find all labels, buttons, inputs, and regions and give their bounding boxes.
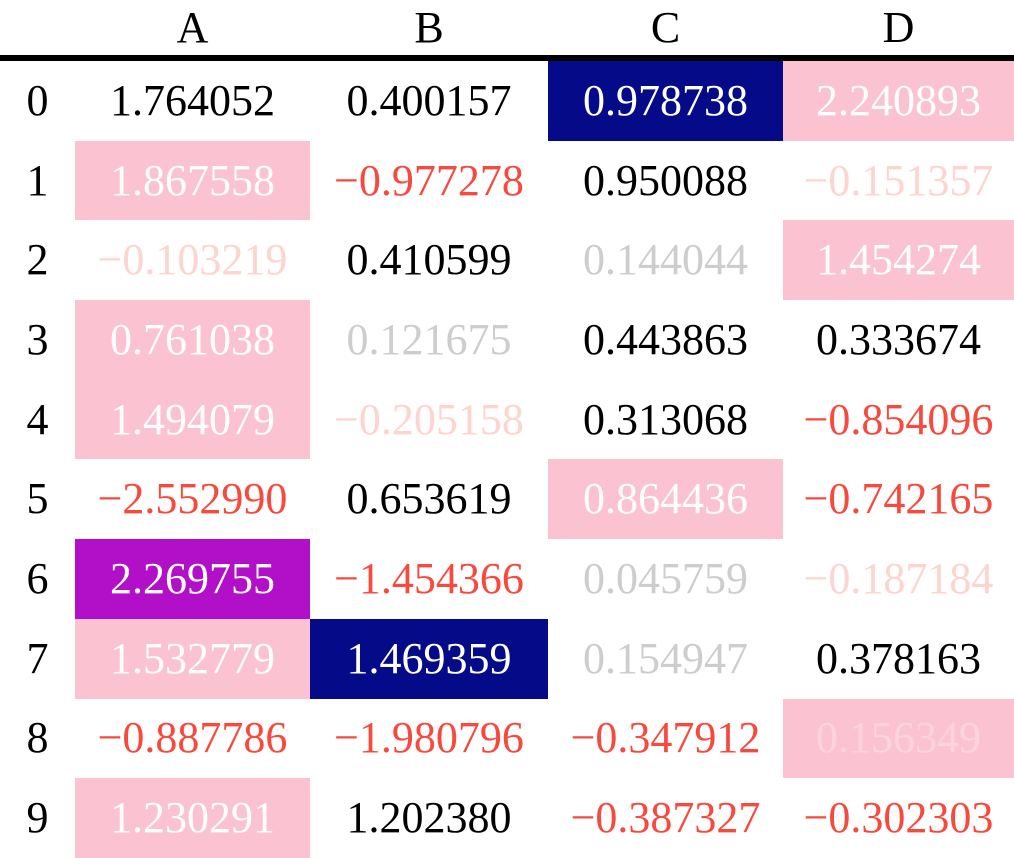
table-cell: 0.156349 (783, 698, 1014, 779)
table-cell: 2.240893 (783, 61, 1014, 141)
table-cell: 0.400157 (346, 75, 512, 125)
table-cell: 2.269755 (75, 539, 310, 619)
table-row: 4 1.494079 −0.205158 0.313068 −0.854096 (0, 379, 1014, 460)
table-cell: 1.454274 (783, 220, 1014, 301)
table-row: 2 −0.103219 0.410599 0.144044 1.454274 (0, 220, 1014, 301)
column-header-c: C (650, 2, 681, 52)
table-cell: 0.761038 (75, 300, 310, 380)
table-row: 8 −0.887786 −1.980796 −0.347912 0.156349 (0, 698, 1014, 779)
table-cell: −0.387327 (570, 793, 761, 843)
table-row: 6 2.269755 −1.454366 0.045759 −0.187184 (0, 539, 1014, 619)
table-cell: −1.454366 (334, 553, 524, 603)
index-column-header (0, 0, 75, 55)
table-cell: 1.494079 (75, 379, 310, 460)
table-header-row: A B C D (0, 0, 1014, 55)
table-cell: 1.202380 (346, 793, 512, 843)
table-cell: −0.187184 (803, 553, 994, 603)
row-index-label: 5 (26, 474, 49, 524)
table-cell: −0.151357 (803, 155, 994, 205)
table-cell: −0.302303 (803, 793, 994, 843)
table-cell: 1.230291 (75, 778, 310, 858)
table-cell: 1.469359 (310, 618, 548, 699)
row-index-label: 3 (26, 314, 49, 364)
table-cell: −0.205158 (334, 394, 524, 444)
row-index-label: 1 (26, 155, 49, 205)
table-cell: 0.410599 (346, 235, 512, 285)
column-header-d: D (882, 2, 915, 52)
table-row: 3 0.761038 0.121675 0.443863 0.333674 (0, 300, 1014, 380)
table-cell: 1.764052 (110, 75, 275, 125)
table-row: 9 1.230291 1.202380 −0.387327 −0.302303 (0, 778, 1014, 858)
row-index-label: 2 (26, 235, 49, 285)
table-cell: −2.552990 (97, 474, 288, 524)
row-index-label: 7 (26, 633, 49, 683)
table-cell: 0.978738 (548, 61, 783, 141)
table-cell: −0.887786 (97, 713, 288, 763)
table-cell: −0.742165 (803, 474, 994, 524)
table-cell: 0.045759 (583, 553, 748, 603)
column-header-b: B (414, 2, 444, 52)
table-cell: −0.347912 (570, 713, 761, 763)
table-cell: 0.313068 (583, 394, 748, 444)
table-cell: 0.864436 (548, 459, 783, 540)
table-cell: 0.653619 (346, 474, 512, 524)
table-cell: 0.154947 (583, 633, 748, 683)
table-cell: 0.333674 (816, 314, 981, 364)
table-cell: 0.443863 (583, 314, 748, 364)
table-row: 5 −2.552990 0.653619 0.864436 −0.742165 (0, 459, 1014, 540)
row-index-label: 8 (26, 713, 49, 763)
table-cell: 1.532779 (75, 618, 310, 699)
header-rule (0, 55, 1014, 61)
table-cell: 0.950088 (583, 155, 748, 205)
column-header-a: A (176, 2, 209, 52)
table-row: 1 1.867558 −0.977278 0.950088 −0.151357 (0, 140, 1014, 221)
row-index-label: 6 (26, 553, 49, 603)
table-body: 0 1.764052 0.400157 0.978738 2.240893 1 1.8675… (0, 61, 1014, 858)
table-cell: −0.103219 (97, 235, 288, 285)
table-row: 0 1.764052 0.400157 0.978738 2.240893 (0, 61, 1014, 141)
table-cell: 0.121675 (346, 314, 512, 364)
table-cell: −0.977278 (334, 155, 524, 205)
table-cell: −0.854096 (803, 394, 994, 444)
table-cell: 0.144044 (583, 235, 748, 285)
table-row: 7 1.532779 1.469359 0.154947 0.378163 (0, 618, 1014, 699)
table-cell: −1.980796 (334, 713, 524, 763)
row-index-label: 9 (26, 793, 49, 843)
row-index-label: 4 (26, 394, 49, 444)
table-cell: 0.378163 (816, 633, 981, 683)
row-index-label: 0 (26, 75, 49, 125)
table-cell: 1.867558 (75, 140, 310, 221)
